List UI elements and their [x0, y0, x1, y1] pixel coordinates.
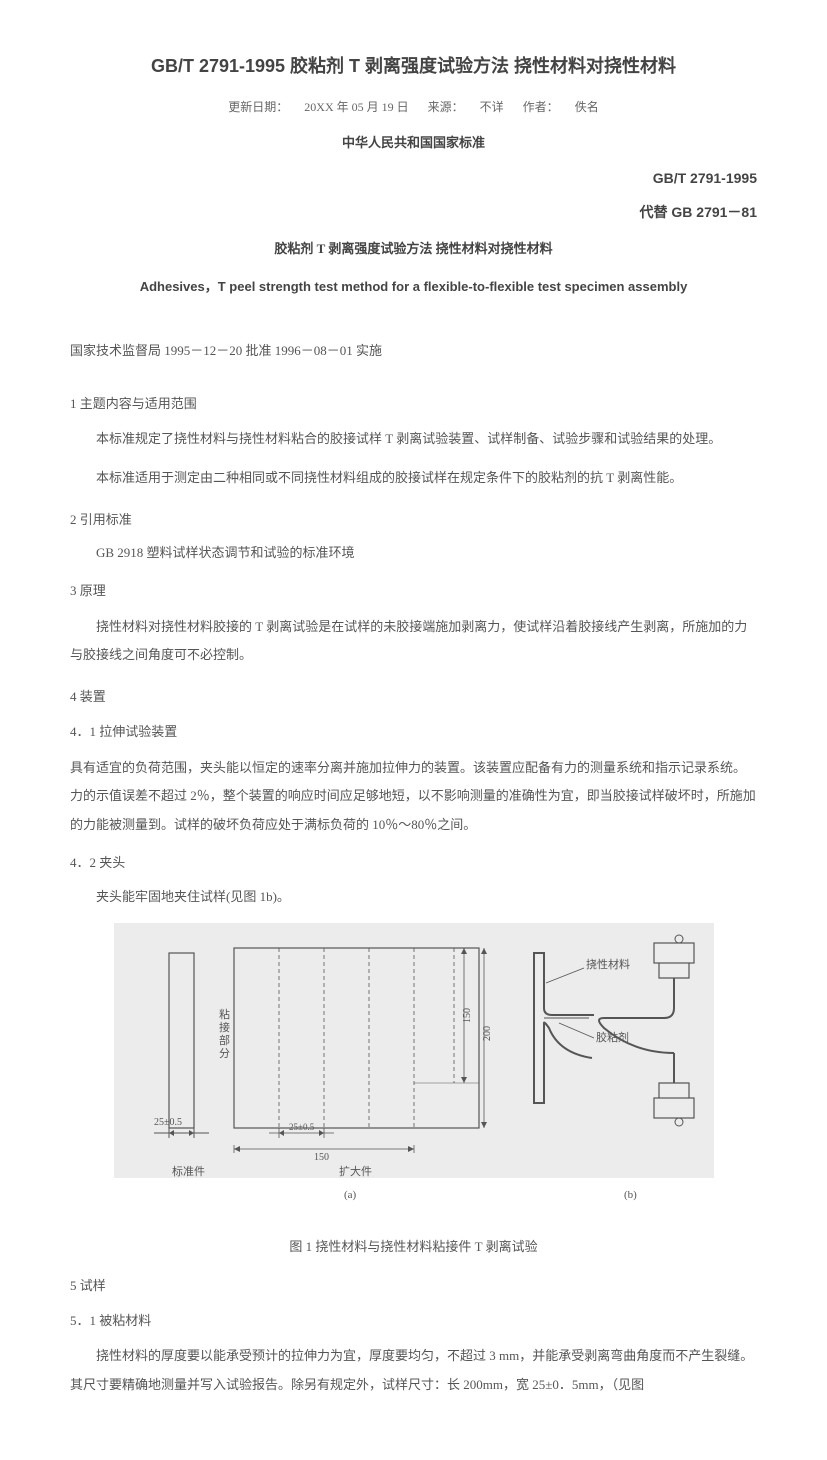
- bonded-label-2: 接: [219, 1021, 230, 1034]
- chinese-title: 胶粘剂 T 剥离强度试验方法 挠性材料对挠性材料: [70, 237, 757, 260]
- approval-line: 国家技术监督局 1995－12－20 批准 1996－08－01 实施: [70, 339, 757, 362]
- replaces-number: GB 2791－81: [671, 204, 757, 220]
- bonded-label-4: 分: [219, 1047, 230, 1060]
- bonded-label-1: 粘: [219, 1007, 230, 1021]
- figure-1-caption: 图 1 挠性材料与挠性材料粘接件 T 剥离试验: [70, 1235, 757, 1258]
- section-1-p2: 本标准适用于测定由二种相同或不同挠性材料组成的胶接试样在规定条件下的胶粘剂的抗 …: [70, 464, 757, 493]
- sub-b: (b): [624, 1189, 637, 1201]
- update-date: 20XX 年 05 月 19 日: [304, 100, 408, 114]
- section-4-1-heading: 4．1 拉伸试验装置: [70, 720, 757, 743]
- flexible-label: 挠性材料: [586, 957, 630, 971]
- dim-150: 150: [314, 1152, 329, 1163]
- dim-150v: 150: [462, 1008, 473, 1023]
- section-1-heading: 1 主题内容与适用范围: [70, 392, 757, 415]
- standard-label: 标准件: [172, 1164, 205, 1178]
- source-label: 来源：: [428, 100, 464, 114]
- update-date-label: 更新日期：: [228, 100, 288, 114]
- section-4-heading: 4 装置: [70, 685, 757, 708]
- figure-1: 25±0.5 粘 接 部 分 200 150 25±0.5: [70, 923, 757, 1258]
- source: 不详: [480, 100, 504, 114]
- sub-a: (a): [344, 1189, 357, 1201]
- section-1-p1: 本标准规定了挠性材料与挠性材料粘合的胶接试样 T 剥离试验装置、试样制备、试验步…: [70, 425, 757, 454]
- section-3-heading: 3 原理: [70, 579, 757, 602]
- dim-200: 200: [482, 1026, 493, 1041]
- author-label: 作者：: [523, 100, 559, 114]
- section-4-1-p1: 具有适宜的负荷范围，夹头能以恒定的速率分离并施加拉伸力的装置。该装置应配备有力的…: [70, 754, 757, 840]
- meta-line: 更新日期： 20XX 年 05 月 19 日 来源： 不详 作者： 佚名: [70, 97, 757, 119]
- enlarged-label: 扩大件: [339, 1164, 372, 1178]
- section-4-2-p1: 夹头能牢固地夹住试样(见图 1b)。: [70, 885, 757, 908]
- standard-number: GB/T 2791-1995: [70, 166, 757, 191]
- section-4-2-heading: 4．2 夹头: [70, 851, 757, 874]
- section-2-p1: GB 2918 塑料试样状态调节和试验的标准环境: [70, 541, 757, 564]
- section-2-heading: 2 引用标准: [70, 508, 757, 531]
- section-5-1-p1: 挠性材料的厚度要以能承受预计的拉伸力为宜，厚度要均匀，不超过 3 mm，并能承受…: [70, 1342, 757, 1399]
- author: 佚名: [575, 100, 599, 114]
- english-title: Adhesives，T peel strength test method fo…: [70, 275, 757, 298]
- replaces-prefix: 代替: [640, 204, 672, 220]
- figure-1-svg: 25±0.5 粘 接 部 分 200 150 25±0.5: [114, 923, 714, 1223]
- section-5-1-heading: 5．1 被粘材料: [70, 1309, 757, 1332]
- dim-25-right: 25±0.5: [289, 1122, 315, 1132]
- section-5-heading: 5 试样: [70, 1274, 757, 1297]
- section-3-p1: 挠性材料对挠性材料胶接的 T 剥离试验是在试样的未胶接端施加剥离力，使试样沿着胶…: [70, 613, 757, 670]
- bonded-label-3: 部: [219, 1033, 230, 1047]
- dim-25-left: 25±0.5: [154, 1117, 182, 1128]
- org-name: 中华人民共和国国家标准: [70, 131, 757, 154]
- replaces-line: 代替 GB 2791－81: [70, 200, 757, 225]
- page-title: GB/T 2791-1995 胶粘剂 T 剥离强度试验方法 挠性材料对挠性材料: [70, 50, 757, 82]
